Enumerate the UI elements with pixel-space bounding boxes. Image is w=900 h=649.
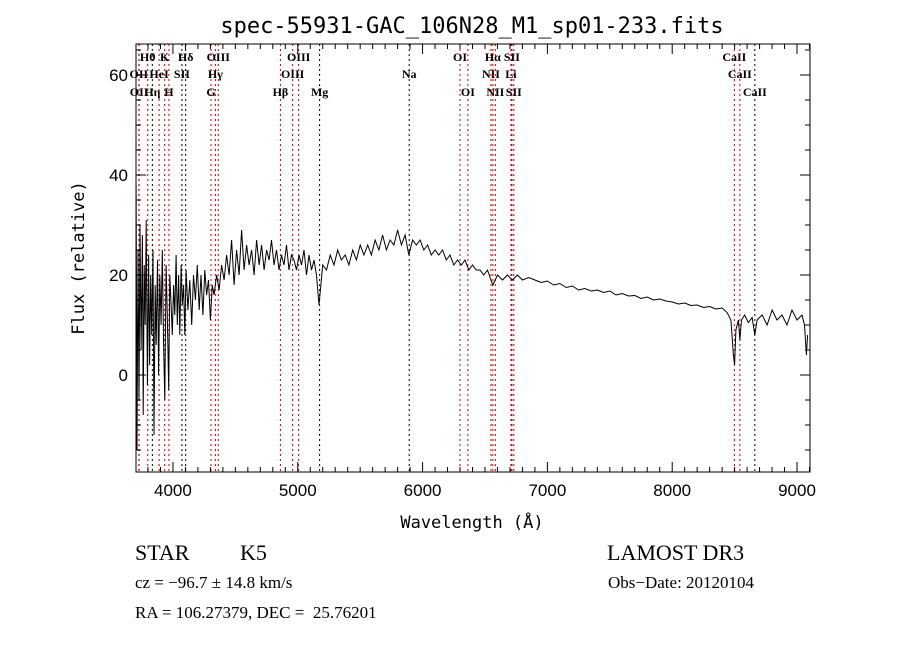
spectral-lines: OIIOIIHθHηHeIKHSIIHδGHγOIIIHβOIIIOIIIMgN…: [130, 44, 767, 472]
line-label: OII: [130, 85, 149, 99]
y-tick-label: 60: [109, 66, 128, 85]
line-label: OI: [461, 85, 475, 99]
data-release: LAMOST DR3: [607, 540, 745, 565]
line-label: CaII: [722, 50, 746, 64]
line-label: Li: [505, 67, 517, 81]
line-label: OI: [453, 50, 467, 64]
x-tick-label: 9000: [778, 481, 816, 500]
x-tick-label: 8000: [653, 481, 691, 500]
y-tick-label: 40: [109, 166, 128, 185]
line-label: OIII: [281, 67, 305, 81]
axes: 4000 5000 6000 7000 8000 9000 0 20 40 60: [109, 43, 816, 500]
line-label: SII: [174, 67, 190, 81]
chart-title: spec-55931-GAC_106N28_M1_sp01-233.fits: [220, 14, 723, 39]
x-tick-label: 4000: [154, 481, 192, 500]
line-label: K: [160, 50, 170, 64]
line-label: Hη: [144, 85, 160, 99]
line-label: CaII: [743, 85, 767, 99]
line-label: CaII: [728, 67, 752, 81]
x-tick-label: 6000: [404, 481, 442, 500]
line-label: H: [164, 85, 174, 99]
line-label: Mg: [311, 85, 328, 99]
line-label: Hδ: [178, 50, 194, 64]
line-label: G: [206, 85, 215, 99]
line-label: OIII: [287, 50, 311, 64]
subclass: K5: [240, 540, 267, 565]
object-type: STAR: [135, 540, 190, 565]
line-label: Hα: [485, 50, 501, 64]
line-label: SII: [504, 50, 520, 64]
observation-date: Obs−Date: 20120104: [608, 573, 755, 592]
line-label: Hβ: [273, 85, 289, 99]
spectrum-line: [135, 184, 809, 451]
x-tick-label: 7000: [528, 481, 566, 500]
line-label: Hθ: [140, 50, 156, 64]
redshift-velocity: cz = −96.7 ± 14.8 km/s: [135, 573, 293, 592]
x-axis-label: Wavelength (Å): [400, 511, 543, 533]
line-label: SII: [506, 85, 522, 99]
y-tick-label: 0: [119, 366, 128, 385]
y-axis-label: Flux (relative): [69, 181, 89, 335]
line-label: Hγ: [208, 67, 223, 81]
line-label: HeI: [149, 67, 169, 81]
line-label: Na: [402, 67, 417, 81]
line-label: NII: [482, 67, 500, 81]
coordinates: RA = 106.27379, DEC = 25.76201: [135, 603, 377, 622]
x-tick-label: 5000: [279, 481, 317, 500]
y-tick-label: 20: [109, 266, 128, 285]
line-label: OIII: [207, 50, 231, 64]
line-label: NII: [486, 85, 504, 99]
